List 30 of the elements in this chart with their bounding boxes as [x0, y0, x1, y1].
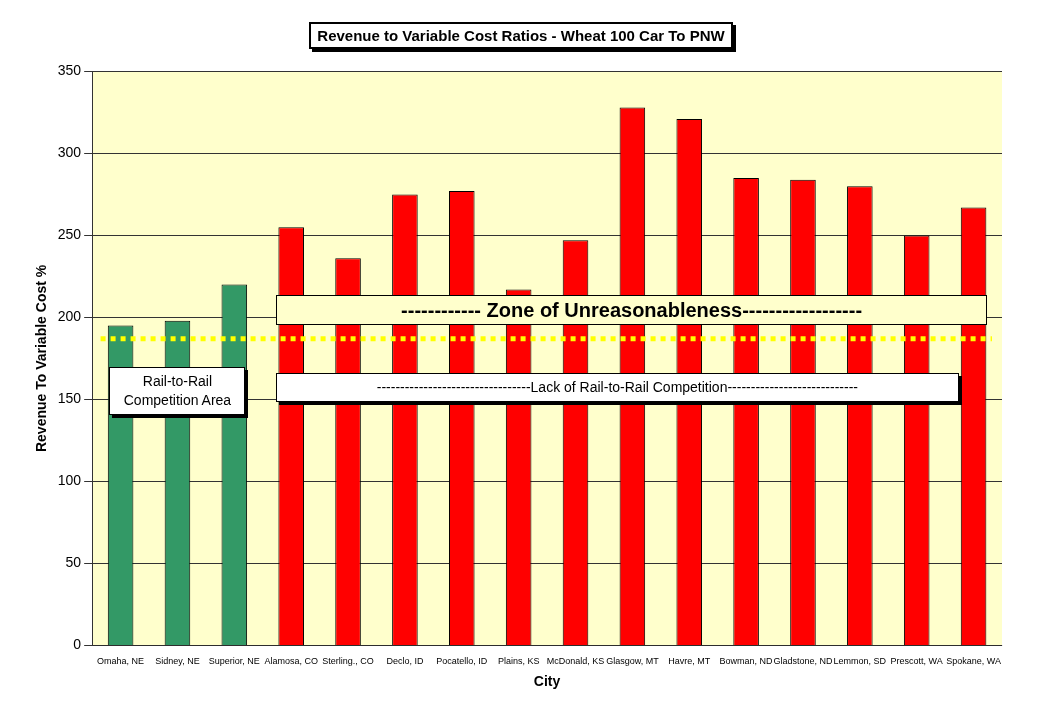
x-tick-label: Plains, KS [497, 656, 540, 667]
x-tick-label: Havre, MT [668, 656, 711, 667]
text-box: ------------ Zone of Unreasonableness------------------ [276, 294, 987, 325]
text-box: ---------------------------------Lack of Rail-to-Rail Competition---------------------------- [276, 373, 959, 403]
y-axis-title: Revenue To Variable Cost % [33, 264, 50, 453]
y-tick-label: 150 [57, 390, 82, 407]
x-tick-label: Sterling., CO [322, 656, 374, 667]
x-tick-label: McDonald, KS [546, 656, 605, 667]
x-tick-label: Gladstone, ND [773, 656, 833, 667]
y-tick-label: 250 [57, 226, 82, 243]
x-axis-title: City [533, 673, 561, 690]
x-tick-label: Alamosa, CO [264, 656, 318, 667]
x-tick-label: Superior, NE [208, 656, 260, 667]
x-tick-label: Bowman, ND [719, 656, 774, 667]
y-tick-label: 50 [65, 554, 82, 571]
y-tick-label: 0 [73, 636, 82, 653]
x-tick-label: Declo, ID [386, 656, 424, 667]
x-tick-label: Pocatello, ID [436, 656, 488, 667]
x-tick-label: Lemmon, SD [833, 656, 887, 667]
x-tick-label: Spokane, WA [946, 656, 1001, 667]
y-tick-label: 300 [57, 144, 82, 161]
chart-title: Revenue to Variable Cost Ratios - Wheat 100 Car To PNW [309, 22, 733, 49]
text-box: Rail-to-Rail Competition Area [109, 367, 246, 416]
x-tick-label: Omaha, NE [97, 656, 145, 667]
x-tick-label: Prescott, WA [890, 656, 943, 667]
y-tick-label: 200 [57, 308, 82, 325]
x-tick-label: Glasgow, MT [606, 656, 660, 667]
x-tick-label: Sidney, NE [155, 656, 200, 667]
y-tick-label: 100 [57, 472, 82, 489]
y-tick-label: 350 [57, 62, 82, 79]
